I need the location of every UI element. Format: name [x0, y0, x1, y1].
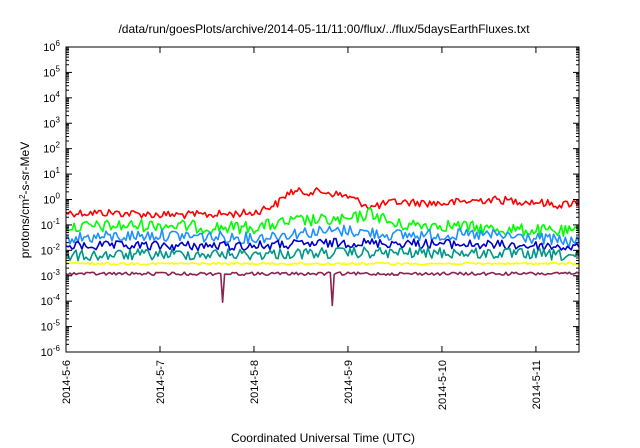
y-tick-label-exp: 4 — [56, 90, 61, 99]
y-tick-label: 103 — [43, 115, 60, 130]
y-axis-title-rest: -s-sr-MeV — [18, 142, 32, 195]
chart-title: /data/run/goesPlots/archive/2014-05-11/1… — [118, 22, 530, 36]
y-tick-label: 101 — [43, 166, 60, 181]
y-tick-label: 100 — [43, 192, 60, 207]
y-tick-label-exp: -5 — [53, 319, 61, 328]
x-axis: 2014-5-6 2014-5-7 2014-5-8 2014-5-9 2014-5-1… — [61, 47, 543, 410]
y-axis: 10-610-510-410-310-210-11001011021031041… — [41, 39, 579, 359]
y-tick-label-base: 10 — [43, 42, 55, 54]
x-tick-label: 2014-5-6 — [61, 360, 73, 404]
y-axis-title: protons/cm2-s-sr-MeV — [18, 142, 32, 258]
y-tick-label-exp: 3 — [56, 115, 61, 124]
y-tick-label: 105 — [43, 64, 60, 79]
y-tick-label-exp: -4 — [53, 293, 61, 302]
y-tick-label: 10-5 — [41, 319, 61, 334]
series-line — [65, 237, 580, 252]
y-tick-label-base: 10 — [43, 118, 55, 130]
series-line — [65, 246, 580, 262]
y-tick-label-base: 10 — [41, 347, 53, 359]
y-tick-label-exp: 0 — [56, 192, 61, 201]
y-tick-label-base: 10 — [41, 220, 53, 232]
y-tick-label-base: 10 — [41, 245, 53, 257]
x-tick-label: 2014-5-7 — [155, 360, 167, 404]
y-tick-label-base: 10 — [43, 169, 55, 181]
y-axis-title-sup: 2 — [18, 194, 27, 199]
x-tick-label: 2014-5-11 — [531, 360, 543, 409]
series-line — [65, 261, 580, 266]
y-tick-label-exp: -2 — [53, 242, 61, 251]
x-axis-title: Coordinated Universal Time (UTC) — [231, 431, 415, 445]
y-tick-label-base: 10 — [43, 67, 55, 79]
plot-frame — [65, 46, 580, 353]
y-tick-label: 104 — [43, 90, 60, 105]
series-line — [65, 224, 580, 248]
y-tick-label-base: 10 — [43, 195, 55, 207]
y-tick-label: 10-3 — [41, 268, 61, 283]
y-tick-label-base: 10 — [43, 144, 55, 156]
y-tick-label: 10-6 — [41, 344, 61, 359]
y-tick-label-exp: 6 — [56, 39, 61, 48]
y-tick-label-exp: -3 — [53, 268, 61, 277]
y-axis-title-base: protons/cm — [18, 199, 32, 258]
y-tick-label: 102 — [43, 141, 60, 156]
y-tick-label-base: 10 — [43, 93, 55, 105]
y-tick-label-base: 10 — [41, 322, 53, 334]
y-tick-label-exp: -6 — [53, 344, 61, 353]
x-tick-label: 2014-5-10 — [437, 360, 449, 410]
series-line — [65, 187, 580, 220]
y-tick-label: 10-1 — [41, 217, 61, 232]
x-tick-label: 2014-5-9 — [343, 360, 355, 404]
y-tick-label: 10-4 — [41, 293, 61, 308]
x-tick-label: 2014-5-8 — [249, 360, 261, 404]
y-tick-label: 106 — [43, 39, 60, 54]
series-layer — [65, 187, 580, 307]
y-tick-label-base: 10 — [41, 271, 53, 283]
y-tick-label-exp: 5 — [56, 64, 61, 73]
series-line — [65, 271, 580, 307]
y-tick-label-exp: 2 — [56, 141, 61, 150]
y-tick-label-exp: -1 — [53, 217, 61, 226]
y-tick-label: 10-2 — [41, 242, 61, 257]
y-tick-label-exp: 1 — [56, 166, 61, 175]
y-tick-label-base: 10 — [41, 296, 53, 308]
